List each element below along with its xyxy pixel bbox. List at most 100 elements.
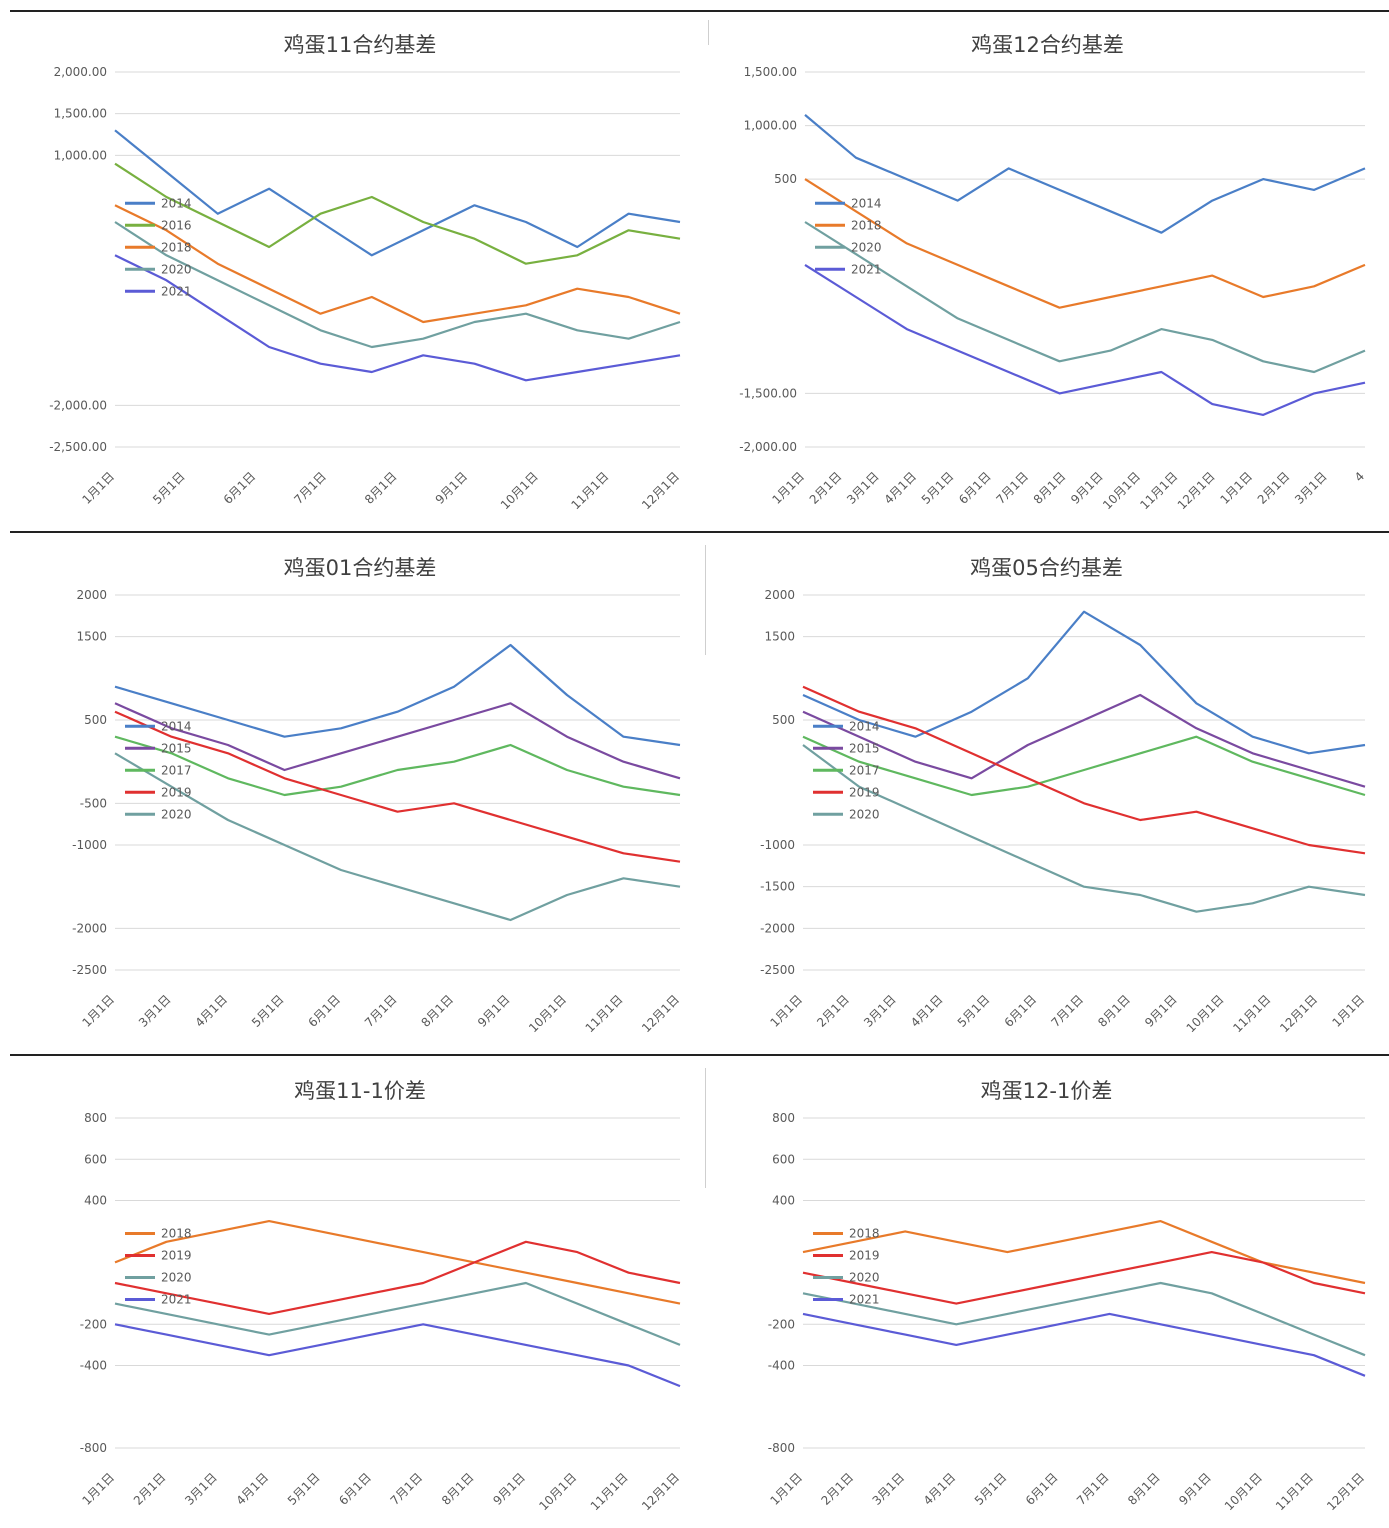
x-tick-label: 7月1日 — [1074, 1470, 1112, 1508]
y-tick-label: -2,500.00 — [49, 440, 107, 454]
legend-label-2016: 2016 — [161, 218, 192, 232]
y-tick-label: 1,500.00 — [744, 65, 797, 79]
x-tick-label: 4月1日 — [921, 1470, 959, 1508]
x-tick-label: 9月1日 — [475, 992, 513, 1030]
series-line-2019 — [114, 710, 681, 863]
x-tick-label: 11月1日 — [588, 1470, 631, 1513]
chart-panel-eggs-11-basis: 鸡蛋11合约基差 2,000.00 1,500.00 1,000.00 -2,000.0… — [20, 22, 700, 522]
y-tick-label: 600 — [84, 1152, 107, 1166]
chart-svg-1: 鸡蛋12合约基差 1,500.00 1,000.00 500 -1,500.00 -2,0… — [739, 33, 1367, 512]
x-tick-label: 3月1日 — [844, 469, 882, 507]
series-line-2019 — [802, 685, 1366, 855]
y-tick-label: -1,500.00 — [739, 386, 797, 400]
legend-label-2021: 2021 — [851, 262, 882, 276]
row-divider-1 — [10, 531, 1389, 533]
legend-label-2014: 2014 — [161, 719, 192, 733]
x-tick-label: 5月1日 — [285, 1470, 323, 1508]
series-line-2019 — [114, 1240, 681, 1315]
x-tick-label: 6月1日 — [1002, 992, 1040, 1030]
x-tick-label: 10月1日 — [526, 992, 569, 1035]
y-tick-label: 2000 — [76, 588, 107, 602]
series-line-2018 — [804, 178, 1366, 309]
x-tick-label: 5月1日 — [955, 992, 993, 1030]
series-line-2021 — [114, 254, 681, 382]
series-line-2021 — [114, 1323, 681, 1388]
x-tick-label: 1月1日 — [767, 992, 805, 1030]
x-tick-label: 1月1日 — [79, 992, 117, 1030]
x-tick-label: 4 — [1352, 469, 1367, 484]
y-tick-label: 400 — [772, 1194, 795, 1208]
y-tick-label: 500 — [84, 713, 107, 727]
series-line-2020 — [114, 752, 681, 922]
x-tick-label: 4月1日 — [908, 992, 946, 1030]
x-tick-label: 10月1日 — [1184, 992, 1227, 1035]
legend-label-2015: 2015 — [161, 741, 192, 755]
legend-label-2021: 2021 — [849, 1293, 880, 1307]
legend-label-2015: 2015 — [849, 741, 880, 755]
chart-title: 鸡蛋12-1价差 — [981, 1079, 1113, 1103]
x-tick-label: 7月1日 — [362, 992, 400, 1030]
legend-label-2017: 2017 — [849, 763, 880, 777]
y-tick-label: 1,000.00 — [744, 119, 797, 133]
y-tick-label: 800 — [84, 1111, 107, 1125]
x-tick-label: 8月1日 — [1095, 992, 1133, 1030]
x-tick-label: 2月1日 — [814, 992, 852, 1030]
chart-title: 鸡蛋11-1价差 — [294, 1079, 426, 1103]
x-tick-label: 8月1日 — [1031, 469, 1069, 507]
chart-svg-3: 鸡蛋05合约基差 2000 1500 500 -1000 -1500 -2000 -2500 1… — [760, 556, 1367, 1035]
y-tick-label: 500 — [774, 172, 797, 186]
y-tick-label: 2000 — [764, 588, 795, 602]
y-tick-label: -2500 — [760, 963, 795, 977]
y-tick-label: 1500 — [76, 630, 107, 644]
x-tick-label: 2月1日 — [1255, 469, 1293, 507]
y-tick-label: -800 — [768, 1441, 795, 1455]
y-tick-label: 800 — [772, 1111, 795, 1125]
x-tick-label: 3月1日 — [136, 992, 174, 1030]
x-tick-label: 5月1日 — [150, 469, 188, 507]
chart-svg-5: 鸡蛋12-1价差 800 600 400 -200 -400 -800 1月1日 2月1日 3月1… — [767, 1079, 1367, 1513]
legend-label-2018: 2018 — [161, 240, 192, 254]
x-tick-label: 7月1日 — [993, 469, 1031, 507]
x-tick-label: 6月1日 — [221, 469, 259, 507]
x-tick-label: 12月1日 — [639, 469, 682, 512]
y-tick-label: 600 — [772, 1152, 795, 1166]
x-tick-label: 8月1日 — [1125, 1470, 1163, 1508]
legend-label-2021: 2021 — [161, 1293, 192, 1307]
x-tick-label: 1月1日 — [1217, 469, 1255, 507]
x-tick-label: 10月1日 — [1222, 1470, 1265, 1513]
series-line-2019 — [802, 1251, 1366, 1305]
col-separator-3 — [705, 1068, 706, 1188]
y-tick-label: -200 — [80, 1317, 107, 1331]
x-tick-label: 5月1日 — [972, 1470, 1010, 1508]
chart-panel-eggs-12-basis: 鸡蛋12合约基差 1,500.00 1,000.00 500 -1,500.00 -2,0… — [710, 22, 1385, 522]
x-tick-label: 11月1日 — [583, 992, 626, 1035]
series-line-2020 — [114, 1281, 681, 1346]
chart-panel-eggs-11-1-spread: 鸡蛋11-1价差 800 600 400 -200 -400 -800 1月1日 2月1日 3月1… — [20, 1068, 700, 1523]
y-tick-label: -1500 — [760, 880, 795, 894]
y-tick-label: -2000 — [72, 921, 107, 935]
x-tick-label: 11月1日 — [1230, 992, 1273, 1035]
legend-label-2021: 2021 — [161, 284, 192, 298]
x-tick-label: 6月1日 — [336, 1470, 374, 1508]
legend-label-2019: 2019 — [161, 785, 192, 799]
y-tick-label: -500 — [80, 796, 107, 810]
x-tick-label: 10月1日 — [536, 1470, 579, 1513]
legend-label-2017: 2017 — [161, 763, 192, 777]
x-tick-label: 8月1日 — [439, 1470, 477, 1508]
x-tick-label: 11月1日 — [568, 469, 611, 512]
x-tick-label: 3月1日 — [861, 992, 899, 1030]
x-tick-label: 10月1日 — [1100, 469, 1143, 512]
col-separator-2 — [705, 545, 706, 655]
series-line-2018 — [114, 204, 681, 324]
y-tick-label: -1000 — [72, 838, 107, 852]
chart-svg-0: 鸡蛋11合约基差 2,000.00 1,500.00 1,000.00 -2,000.0… — [49, 33, 682, 512]
series-line-2016 — [114, 162, 681, 265]
series-line-2021 — [802, 1312, 1366, 1377]
series-line-2018 — [114, 1220, 681, 1305]
y-tick-label: 1,000.00 — [54, 148, 107, 162]
legend-label-2020: 2020 — [161, 262, 192, 276]
row-divider-top — [10, 10, 1389, 12]
x-tick-label: 7月1日 — [388, 1470, 426, 1508]
x-tick-label: 1月1日 — [79, 469, 117, 507]
legend-label-2020: 2020 — [161, 807, 192, 821]
